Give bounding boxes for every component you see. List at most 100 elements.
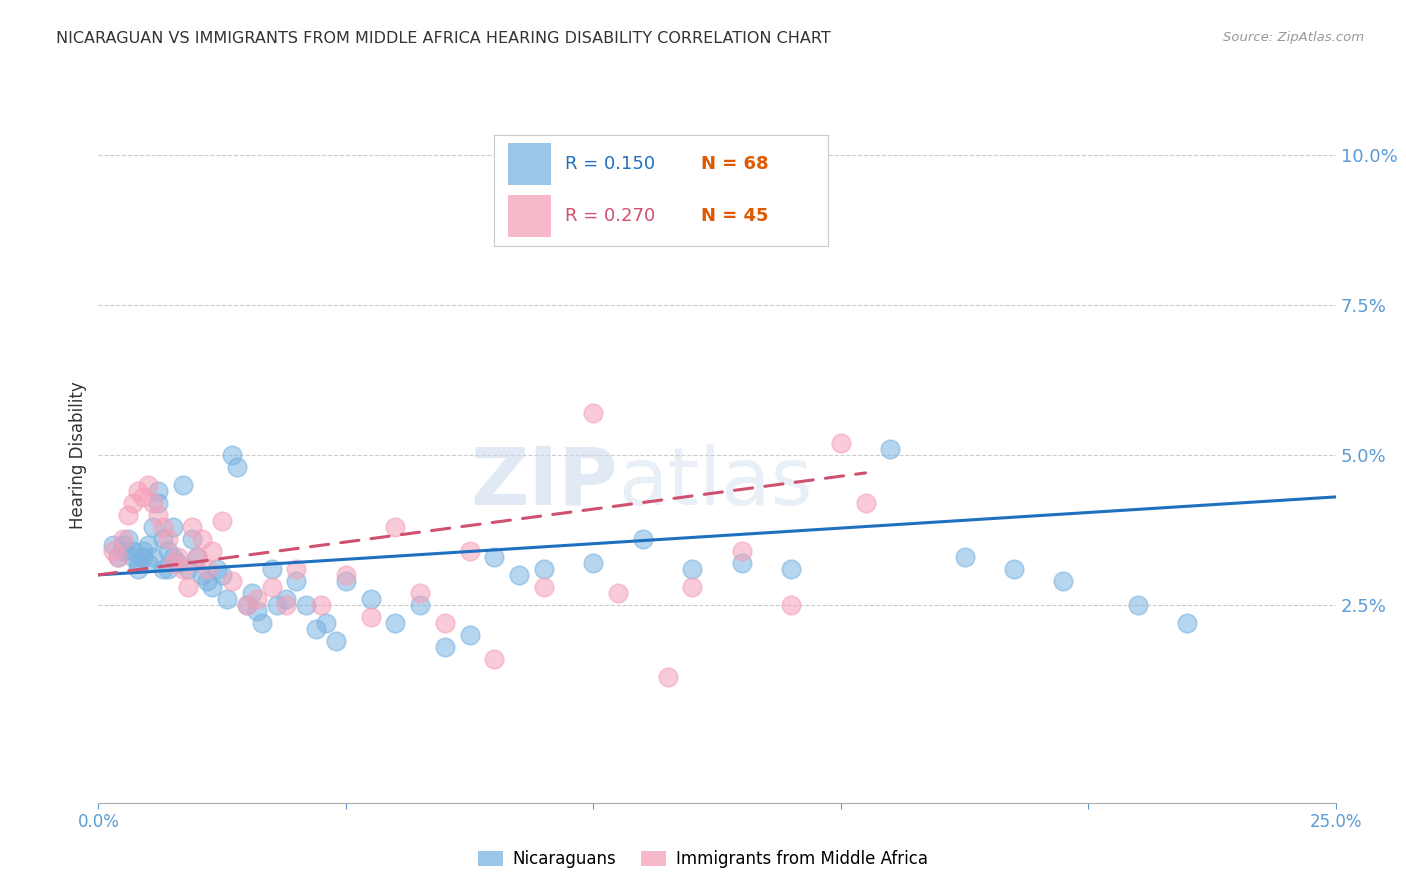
Point <box>1126 598 1149 612</box>
Point <box>112 538 135 552</box>
Point <box>260 580 283 594</box>
Text: N = 68: N = 68 <box>702 155 769 173</box>
Point <box>156 532 179 546</box>
Point <box>276 591 298 606</box>
Point <box>176 562 198 576</box>
Point <box>191 567 214 582</box>
Point <box>122 544 145 558</box>
Point <box>433 640 456 654</box>
Point <box>246 604 269 618</box>
Point <box>260 562 283 576</box>
Point <box>236 598 259 612</box>
Point <box>246 591 269 606</box>
Point <box>181 532 204 546</box>
Point <box>309 598 332 612</box>
Point <box>240 586 263 600</box>
Point <box>205 562 228 576</box>
Y-axis label: Hearing Disability: Hearing Disability <box>69 381 87 529</box>
Point <box>112 532 135 546</box>
Point <box>217 591 239 606</box>
Point <box>181 520 204 534</box>
Point <box>335 567 357 582</box>
Point <box>305 622 328 636</box>
Point <box>156 544 179 558</box>
Point <box>176 580 198 594</box>
Point <box>152 562 174 576</box>
Point <box>295 598 318 612</box>
Point <box>533 562 555 576</box>
Point <box>195 562 218 576</box>
Point <box>953 549 976 564</box>
Point <box>136 538 159 552</box>
Point <box>142 496 165 510</box>
Point <box>132 544 155 558</box>
Point <box>117 532 139 546</box>
Point <box>681 580 703 594</box>
Point <box>1052 574 1074 588</box>
Point <box>484 549 506 564</box>
Point <box>409 586 432 600</box>
Point <box>191 532 214 546</box>
FancyBboxPatch shape <box>508 143 551 185</box>
Point <box>731 544 754 558</box>
Point <box>211 567 233 582</box>
Point <box>315 615 337 630</box>
Point <box>582 406 605 420</box>
Point <box>152 520 174 534</box>
Point <box>236 598 259 612</box>
Point <box>221 448 243 462</box>
Point <box>1175 615 1198 630</box>
Legend: Nicaraguans, Immigrants from Middle Africa: Nicaraguans, Immigrants from Middle Afri… <box>471 844 935 875</box>
Point <box>657 670 679 684</box>
Text: NICARAGUAN VS IMMIGRANTS FROM MIDDLE AFRICA HEARING DISABILITY CORRELATION CHART: NICARAGUAN VS IMMIGRANTS FROM MIDDLE AFR… <box>56 31 831 46</box>
Point <box>855 496 877 510</box>
Point <box>607 586 630 600</box>
Point <box>276 598 298 612</box>
Point <box>107 549 129 564</box>
Point <box>533 580 555 594</box>
Point <box>325 633 347 648</box>
Point <box>384 615 406 630</box>
Point <box>195 574 218 588</box>
Point <box>508 567 530 582</box>
Point <box>186 549 208 564</box>
Point <box>285 562 308 576</box>
Point <box>166 549 188 564</box>
Point <box>136 478 159 492</box>
Point <box>201 544 224 558</box>
Point <box>681 562 703 576</box>
Point <box>409 598 432 612</box>
Point <box>136 556 159 570</box>
Point <box>172 478 194 492</box>
Point <box>1002 562 1025 576</box>
Point <box>166 556 188 570</box>
Point <box>266 598 288 612</box>
Point <box>360 591 382 606</box>
Text: R = 0.150: R = 0.150 <box>564 155 655 173</box>
Point <box>458 544 481 558</box>
Point <box>127 562 149 576</box>
Point <box>226 459 249 474</box>
Point <box>484 652 506 666</box>
Point <box>127 483 149 498</box>
Point <box>186 549 208 564</box>
Point <box>146 483 169 498</box>
Point <box>172 562 194 576</box>
Point <box>132 549 155 564</box>
Point <box>631 532 654 546</box>
Text: atlas: atlas <box>619 443 813 522</box>
Point <box>152 532 174 546</box>
FancyBboxPatch shape <box>508 195 551 237</box>
Point <box>458 628 481 642</box>
Point <box>879 442 901 456</box>
Point <box>780 598 803 612</box>
Point <box>162 520 184 534</box>
Point <box>162 556 184 570</box>
Point <box>103 538 125 552</box>
Point <box>335 574 357 588</box>
Point <box>107 549 129 564</box>
Point <box>146 496 169 510</box>
Point <box>250 615 273 630</box>
Point <box>780 562 803 576</box>
Point <box>384 520 406 534</box>
